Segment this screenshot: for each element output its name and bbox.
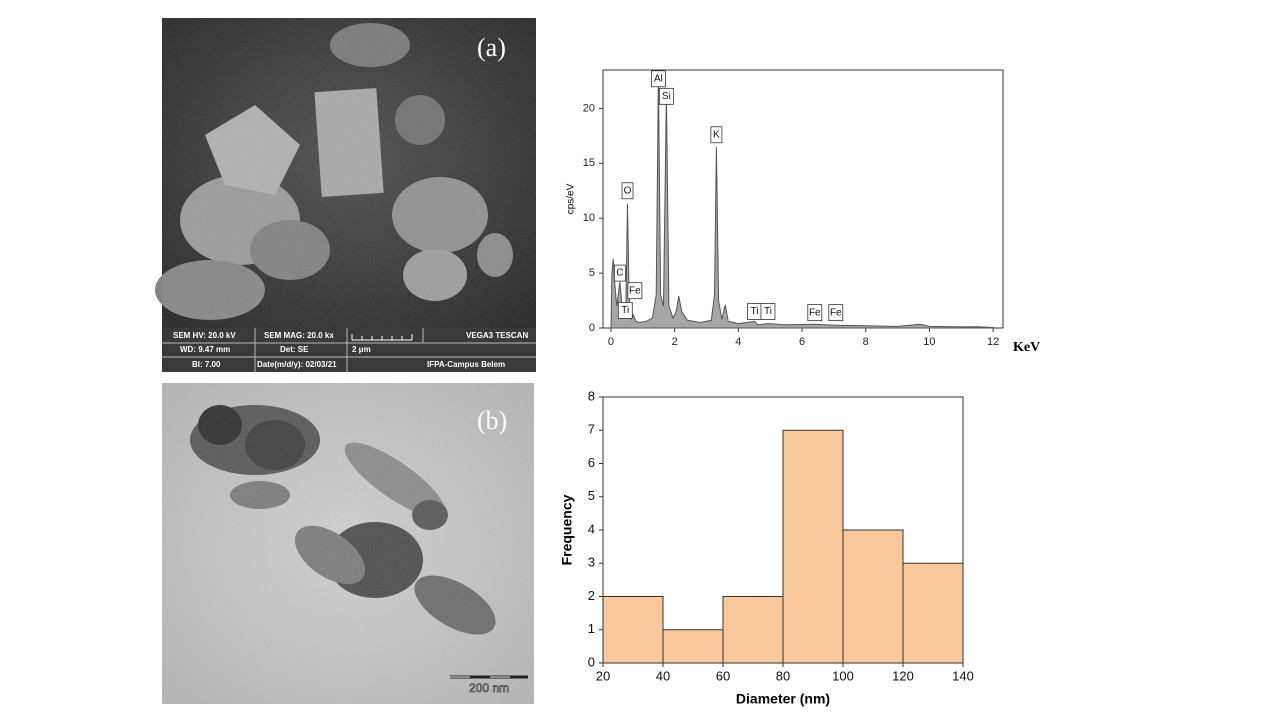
y-tick-label: 8	[588, 388, 595, 403]
peak-label: O	[624, 185, 632, 196]
x-tick-label: 0	[608, 336, 614, 348]
y-axis-label: Frequency	[559, 494, 575, 565]
x-tick-label: 40	[656, 668, 670, 683]
y-tick-label: 15	[583, 157, 595, 169]
peak-label: Ti	[751, 306, 759, 317]
y-tick-label: 0	[589, 322, 595, 334]
x-tick-label: 20	[596, 668, 610, 683]
x-tick-label: 6	[799, 336, 805, 348]
histogram-bar	[722, 596, 784, 664]
peak-label: Si	[662, 91, 671, 102]
peak-label: Fe	[809, 307, 821, 318]
y-tick-label: 0	[588, 654, 595, 669]
peak-label: Fe	[629, 285, 641, 296]
peak-label: Ti	[621, 305, 629, 316]
x-tick-label: 100	[832, 668, 854, 683]
y-tick-label: 7	[588, 422, 595, 437]
histogram-bar	[782, 429, 844, 664]
peak-label: Fe	[830, 307, 842, 318]
sem-info: BI: 7.00	[192, 360, 221, 369]
x-axis-label: KeV	[1013, 340, 1040, 355]
sem-info: WD: 9.47 mm	[180, 345, 230, 354]
peak-label: K	[713, 129, 720, 140]
x-tick-label: 60	[716, 668, 730, 683]
histogram-bar	[902, 562, 964, 664]
sem-info: 2 μm	[352, 345, 371, 354]
tem-image: 200 nm (b)	[162, 383, 534, 704]
y-tick-label: 10	[583, 212, 595, 224]
x-axis-label: Diameter (nm)	[736, 691, 830, 707]
x-tick-label: 4	[735, 336, 741, 348]
sem-info: SEM HV: 20.0 kV	[173, 331, 236, 340]
y-axis-label: cps/eV	[566, 183, 577, 214]
peak-label: Al	[654, 73, 663, 84]
x-tick-label: 140	[952, 668, 974, 683]
peak-label-box	[651, 70, 666, 88]
sem-info: Date(m/d/y): 02/03/21	[257, 360, 337, 369]
peak-label-box	[828, 304, 844, 322]
y-tick-label: 20	[583, 102, 595, 114]
sem-info: Det: SE	[280, 345, 309, 354]
peak-label-box	[621, 182, 634, 200]
x-tick-label: 8	[863, 336, 869, 348]
panel-label: (b)	[477, 406, 507, 435]
peak-label-box	[627, 282, 643, 300]
x-tick-label: 120	[892, 668, 914, 683]
y-tick-label: 5	[589, 267, 595, 279]
x-tick-label: 12	[987, 336, 999, 348]
x-tick-label: 2	[672, 336, 678, 348]
peak-label: Ti	[764, 306, 772, 317]
peak-label-box	[807, 304, 823, 322]
sem-image: SEM HV: 20.0 kV SEM MAG: 20.0 kx VEGA3 T…	[155, 18, 536, 372]
histogram-bar	[602, 596, 664, 664]
y-tick-label: 4	[588, 521, 595, 536]
histogram-bar	[842, 529, 904, 664]
y-tick-label: 6	[588, 455, 595, 470]
scale-bar-label: 200 nm	[469, 681, 509, 695]
sem-info: VEGA3 TESCAN	[466, 331, 528, 340]
sem-info: IFPA-Campus Belem	[427, 360, 505, 369]
peak-label: C	[616, 268, 623, 279]
x-tick-label: 80	[776, 668, 790, 683]
panel-label: (a)	[477, 33, 506, 62]
y-tick-label: 1	[588, 621, 595, 636]
histogram-bar	[662, 629, 724, 664]
spectrum-area	[610, 75, 994, 329]
peak-label-box	[613, 264, 626, 282]
sem-info: SEM MAG: 20.0 kx	[264, 331, 334, 340]
peak-label-box	[760, 303, 776, 320]
peak-label-box	[617, 302, 633, 319]
peak-label-box	[710, 126, 723, 144]
y-tick-label: 2	[588, 588, 595, 603]
plot-frame	[602, 69, 1004, 329]
y-tick-label: 3	[588, 555, 595, 570]
y-tick-label: 5	[588, 488, 595, 503]
x-tick-label: 10	[923, 336, 935, 348]
peak-label-box	[658, 87, 674, 105]
